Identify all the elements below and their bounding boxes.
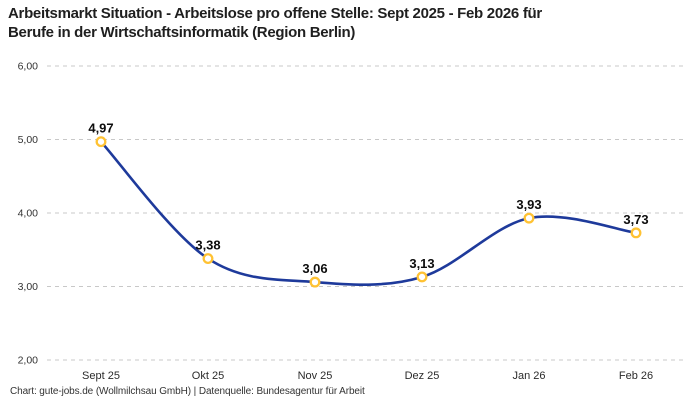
x-axis-tick-label: Nov 25 — [298, 370, 333, 382]
y-axis-tick-label: 2,00 — [18, 355, 39, 367]
data-point-marker — [309, 276, 321, 288]
chart-title-line1: Arbeitsmarkt Situation - Arbeitslose pro… — [8, 5, 542, 22]
x-axis-tick-label: Feb 26 — [619, 370, 653, 382]
y-axis-tick-label: 4,00 — [18, 208, 39, 220]
y-axis-tick-label: 5,00 — [18, 134, 39, 146]
chart-title: Arbeitsmarkt Situation - Arbeitslose pro… — [8, 4, 693, 42]
data-point-marker — [202, 253, 214, 265]
data-point-marker — [416, 271, 428, 283]
y-axis-tick-label: 6,00 — [18, 61, 39, 73]
data-point-value-label: 3,13 — [409, 256, 434, 271]
y-axis-tick-label: 3,00 — [18, 281, 39, 293]
data-point-marker — [630, 227, 642, 239]
data-point-value-label: 3,73 — [623, 212, 648, 227]
series-line — [99, 140, 638, 287]
data-point-value-label: 3,06 — [302, 261, 327, 276]
data-point-marker — [95, 136, 107, 148]
x-axis-tick-label: Jan 26 — [512, 370, 545, 382]
x-axis-tick-label: Dez 25 — [405, 370, 440, 382]
data-point-value-label: 3,93 — [516, 197, 541, 212]
data-point-value-label: 3,38 — [195, 238, 220, 253]
chart-title-line2: Berufe in der Wirtschaftsinformatik (Reg… — [8, 24, 356, 41]
x-axis-tick-label: Sept 25 — [82, 370, 120, 382]
data-point-marker — [523, 212, 535, 224]
x-axis-tick-label: Okt 25 — [192, 370, 224, 382]
data-point-value-label: 4,97 — [88, 121, 113, 136]
chart-attribution: Chart: gute-jobs.de (Wollmilchsau GmbH) … — [10, 386, 365, 397]
